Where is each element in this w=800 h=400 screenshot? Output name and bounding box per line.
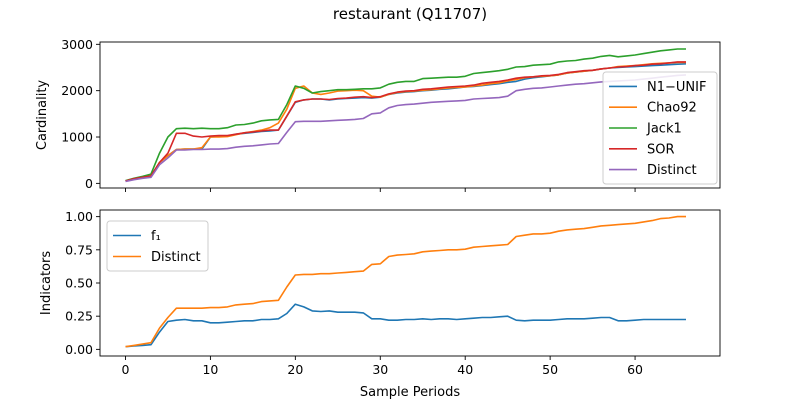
figure-title: restaurant (Q11707) [333,5,487,23]
y-tick-label: 0.50 [65,276,93,291]
y-tick-label: 0.75 [65,242,93,257]
legend: f₁ Distinct [106,220,209,272]
x-tick-label: 10 [202,362,218,377]
series-line-1-1 [125,215,686,348]
x-tick-label: 30 [372,362,388,377]
legend-label: Chao92 [647,101,697,116]
legend-box [602,71,718,185]
x-tick-label: 50 [542,362,558,377]
y-tick-label: 1.00 [65,209,93,224]
x-tick-label: 60 [627,362,643,377]
legend-label: Jack1 [646,122,682,137]
x-tick-label: 40 [457,362,473,377]
series-line-0-4 [125,74,687,183]
y-tick-label: 0 [85,176,93,191]
legend-label: Distinct [647,163,697,178]
y-tick-label: 3000 [61,37,93,52]
x-tick-label: 0 [122,362,130,377]
legend: N1−UNIF Chao92 Jack1 SOR Distinct [602,71,718,185]
legend-label: N1−UNIF [647,80,706,95]
y-tick-label: 0.00 [65,342,93,357]
plot-frame [99,41,721,189]
y-tick-label: 1000 [61,130,93,145]
y-tick-label: 0.25 [65,309,93,324]
series-line-0-1 [125,61,686,182]
legend-label: f₁ [151,229,161,244]
legend-label: Distinct [151,250,201,265]
x-tick-label: 20 [287,362,303,377]
indicators-panel: 0 10 20 30 40 50 60 0.00 0.25 0.50 0.75 1.00 Indicat… [39,209,721,400]
legend-box [106,220,209,272]
y-tick-label: 2000 [61,83,93,98]
series-line-0-3 [125,61,686,182]
series-line-0-2 [125,48,686,182]
x-axis-label: Sample Periods [360,385,460,400]
y-axis-label: Indicators [39,251,54,315]
cardinality-panel: 0 1000 2000 3000 Cardinality N1−UNIF Chao92 Jac… [35,37,721,192]
legend-label: SOR [647,142,675,157]
series-line-1-0 [125,303,686,348]
y-axis-label: Cardinality [35,80,50,151]
